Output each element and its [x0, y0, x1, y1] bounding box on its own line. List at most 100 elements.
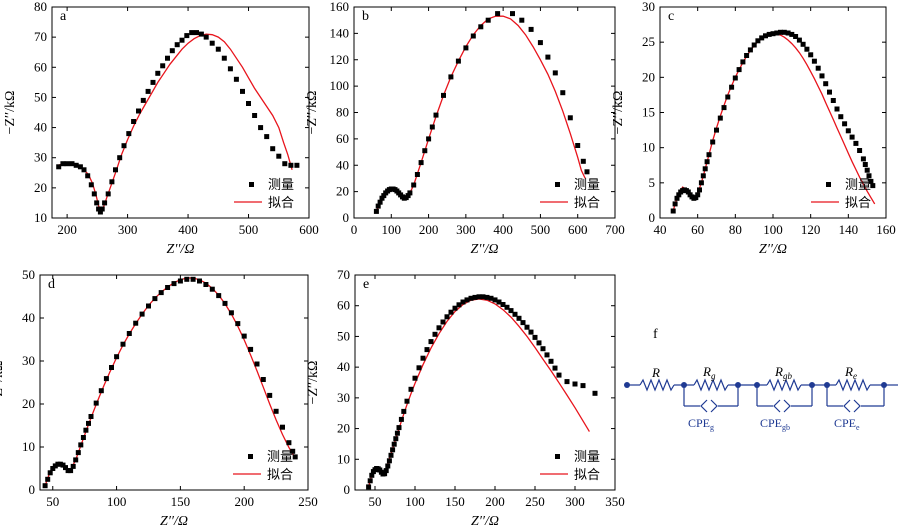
data-point: [436, 325, 442, 331]
x-tick-label: 120: [801, 222, 821, 237]
circuit-node: [624, 382, 630, 388]
data-point: [383, 468, 389, 474]
data-point: [492, 297, 498, 303]
data-point: [751, 42, 757, 48]
data-point: [426, 136, 432, 142]
y-tick-label: 0: [649, 210, 656, 225]
data-point: [52, 463, 58, 469]
data-point: [418, 160, 424, 166]
data-point: [532, 334, 538, 340]
legend-label-fitted: 拟合: [268, 195, 294, 210]
data-point: [433, 112, 439, 118]
data-point: [69, 161, 75, 167]
data-point: [744, 53, 750, 58]
data-point: [184, 276, 190, 282]
data-point: [440, 319, 446, 325]
data-point: [774, 30, 780, 36]
data-point: [463, 45, 469, 51]
x-tick-label: 600: [299, 222, 319, 237]
data-point: [444, 314, 450, 320]
data-point: [136, 108, 141, 114]
data-point: [276, 153, 282, 159]
x-tick-label: 500: [531, 222, 551, 237]
data-point: [512, 311, 518, 317]
data-point: [540, 346, 546, 352]
x-tick-label: 100: [763, 222, 783, 237]
data-point: [592, 390, 598, 396]
data-point: [698, 180, 704, 186]
y-tick-label: 50: [34, 89, 47, 104]
data-point: [845, 128, 851, 134]
data-point: [102, 200, 108, 206]
data-point: [109, 179, 115, 185]
x-tick-label: 140: [839, 222, 859, 237]
data-point: [270, 146, 276, 152]
chart-panel-d: 50 100 150 200 250 0 10 20 30 40 50 d Z′′/Ω −Z′′/kΩ 测量…: [0, 267, 318, 529]
data-point: [528, 26, 534, 32]
data-point: [407, 190, 413, 196]
y-tick-label: 0: [343, 210, 350, 225]
data-point: [700, 173, 706, 179]
y-tick-label: 140: [330, 25, 350, 40]
panel-label: b: [362, 9, 369, 24]
data-point: [381, 193, 387, 199]
circuit-nodes: [624, 382, 887, 388]
data-point: [785, 30, 791, 36]
data-point: [77, 164, 83, 170]
x-axis-label: Z′′/Ω: [471, 514, 499, 529]
data-point: [827, 89, 832, 95]
data-point: [864, 167, 870, 173]
data-point: [121, 143, 127, 149]
data-point: [710, 139, 716, 145]
data-point: [537, 40, 543, 46]
data-point: [235, 321, 241, 327]
x-tick-label: 150: [171, 494, 191, 509]
data-point: [504, 304, 510, 310]
data-point: [448, 309, 454, 315]
data-point: [714, 127, 719, 133]
data-point: [868, 178, 874, 184]
data-point: [811, 58, 817, 64]
data-point: [241, 333, 247, 339]
data-point: [47, 470, 53, 476]
x-tick-label: 400: [493, 222, 513, 237]
y-tick-label: 50: [22, 267, 35, 282]
data-point: [120, 341, 126, 347]
x-axis-label: Z′′/Ω: [160, 514, 188, 529]
data-point: [139, 311, 145, 317]
data-point: [88, 182, 94, 188]
data-point: [158, 290, 164, 296]
data-point: [747, 47, 753, 53]
y-tick-label: 30: [22, 353, 35, 368]
x-tick-label: 60: [691, 222, 704, 237]
data-point: [396, 425, 402, 431]
data-point: [823, 81, 829, 87]
data-point: [732, 75, 738, 81]
data-point: [179, 37, 185, 43]
data-point: [50, 466, 56, 471]
y-tick-label: 10: [22, 439, 35, 454]
data-point: [227, 66, 233, 72]
data-point: [793, 34, 799, 39]
chart-panel-a: 200 300 400 500 600 10 20 30 40 50 60 70 80 a Z′′/Ω −Z′…: [3, 0, 319, 257]
data-point: [209, 40, 215, 46]
data-point: [140, 97, 146, 103]
data-point: [429, 124, 435, 130]
legend-label-fitted: 拟合: [845, 195, 871, 210]
data-point: [575, 143, 581, 148]
data-point: [91, 191, 97, 197]
data-point: [75, 450, 81, 456]
x-tick-label: 50: [369, 494, 382, 509]
data-point: [228, 310, 234, 316]
data-point: [412, 375, 418, 381]
x-tick-label: 600: [568, 222, 588, 237]
data-point: [672, 201, 678, 207]
data-point: [68, 468, 74, 474]
data-point: [545, 54, 551, 60]
data-point: [292, 454, 298, 460]
data-point: [548, 358, 554, 364]
data-point: [676, 192, 682, 198]
data-point: [99, 206, 105, 212]
data-point: [838, 114, 844, 120]
